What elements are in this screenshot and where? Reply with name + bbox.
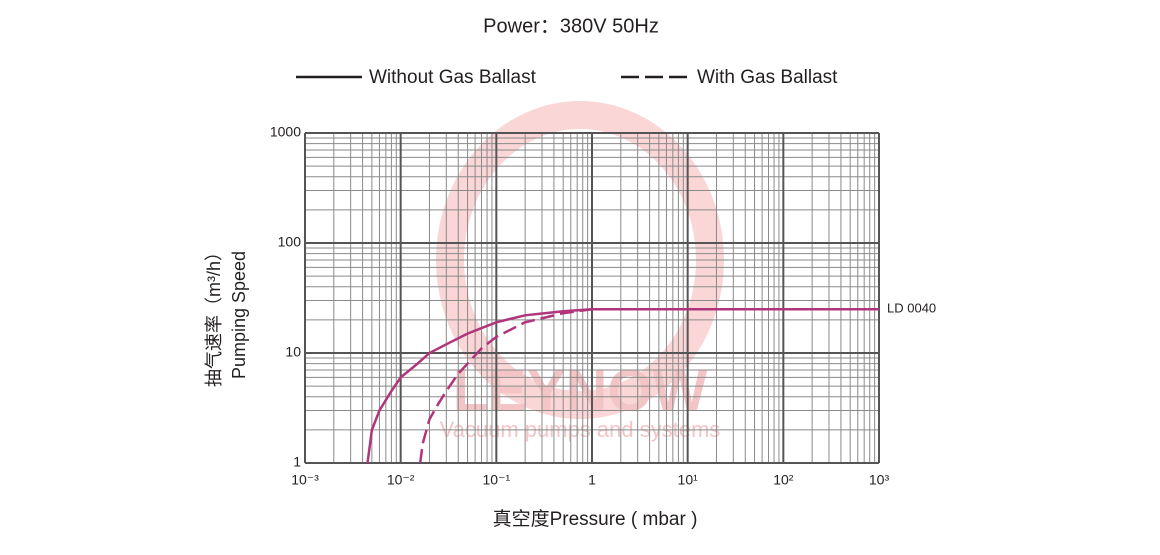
x-axis-label: 真空度Pressure ( mbar ) xyxy=(493,508,698,530)
legend-label: With Gas Ballast xyxy=(697,67,838,88)
legend-label: Without Gas Ballast xyxy=(369,67,537,88)
series-line xyxy=(366,307,879,464)
x-tick-label: 10⁻² xyxy=(387,472,415,488)
watermark-tagline: Vacuum pumps and systems xyxy=(440,417,721,442)
line-annotation: LD 0040 xyxy=(887,301,936,316)
x-tick-label: 10¹ xyxy=(678,472,699,488)
y-tick-label: 1000 xyxy=(270,124,301,140)
watermark-brand: LEYNOW xyxy=(453,358,708,423)
x-tick-label: 10³ xyxy=(869,472,890,488)
y-tick-label: 1 xyxy=(293,454,301,470)
y-tick-label: 10 xyxy=(285,344,301,360)
x-tick-label: 10² xyxy=(773,472,794,488)
y-tick-label: 100 xyxy=(278,234,302,250)
chart-title: Power：380V 50Hz xyxy=(483,15,659,37)
y-axis-label: 抽气速率（m³/h） xyxy=(204,243,224,387)
y-axis-label: Pumping Speed xyxy=(229,251,249,379)
series-line xyxy=(418,307,593,464)
x-tick-label: 10⁻¹ xyxy=(483,472,511,488)
x-tick-label: 10⁻³ xyxy=(291,472,319,488)
x-tick-label: 1 xyxy=(588,472,596,488)
